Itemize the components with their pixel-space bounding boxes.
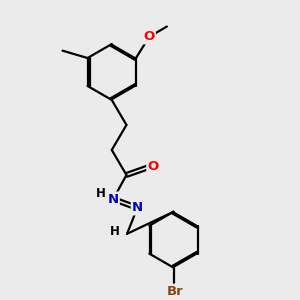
Text: N: N: [132, 201, 143, 214]
Text: O: O: [144, 30, 155, 43]
Text: H: H: [110, 225, 120, 238]
Text: H: H: [96, 187, 106, 200]
Text: N: N: [108, 193, 119, 206]
Text: Br: Br: [167, 285, 183, 298]
Text: O: O: [147, 160, 159, 172]
